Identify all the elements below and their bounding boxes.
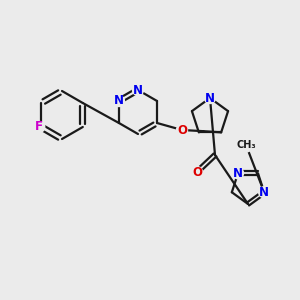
Circle shape (133, 85, 143, 95)
Circle shape (232, 168, 244, 179)
Text: O: O (192, 166, 202, 178)
Text: CH₃: CH₃ (236, 140, 256, 150)
Circle shape (113, 95, 124, 106)
Text: N: N (259, 186, 269, 199)
Text: N: N (205, 92, 215, 104)
Text: F: F (35, 121, 43, 134)
Text: N: N (114, 94, 124, 107)
Text: O: O (177, 124, 187, 136)
Circle shape (259, 187, 270, 198)
Circle shape (205, 92, 215, 104)
Text: N: N (233, 167, 243, 180)
Text: N: N (133, 83, 143, 97)
Circle shape (34, 122, 45, 133)
Circle shape (191, 167, 203, 178)
Circle shape (239, 138, 253, 152)
Circle shape (176, 124, 188, 136)
